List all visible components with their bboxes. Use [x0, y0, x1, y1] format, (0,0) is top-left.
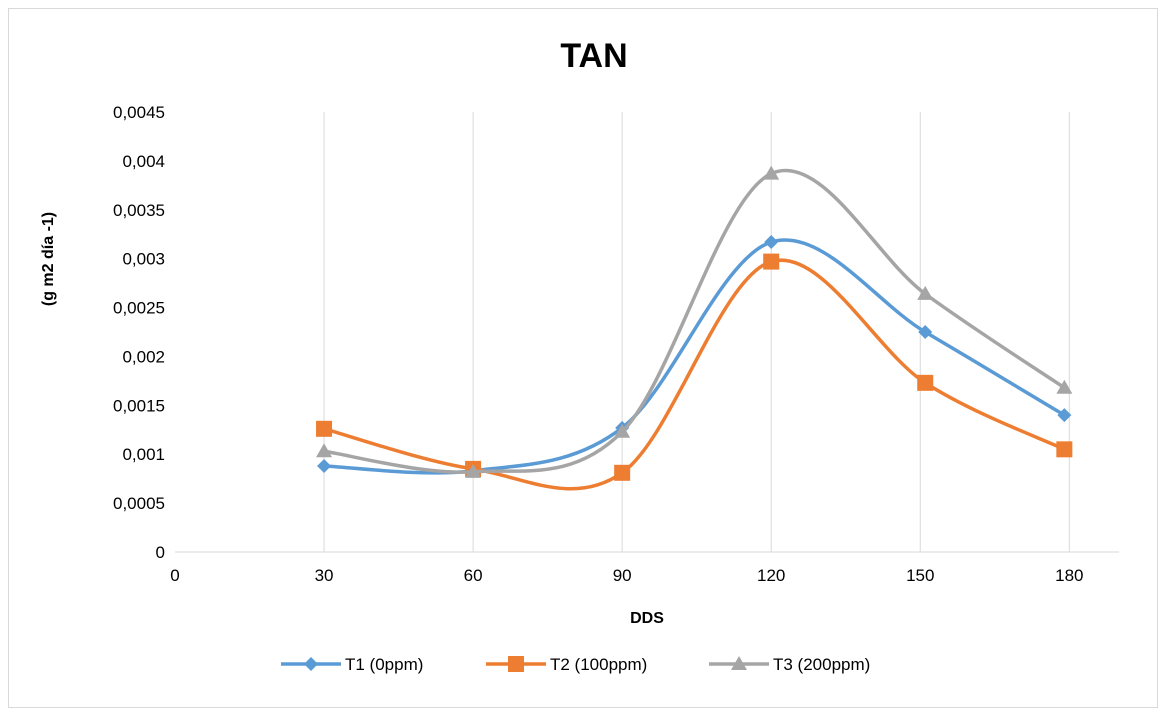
- y-tick-label: 0,0035: [113, 201, 165, 220]
- y-tick-label: 0,004: [122, 152, 165, 171]
- data-point: [316, 420, 333, 437]
- data-point: [316, 443, 333, 458]
- y-tick-label: 0,003: [122, 250, 165, 269]
- x-tick-label: 0: [170, 566, 179, 585]
- x-tick-label: 60: [464, 566, 483, 585]
- x-tick-label: 90: [613, 566, 632, 585]
- y-tick-label: 0,001: [122, 445, 165, 464]
- y-axis-title: (g m2 día -1): [40, 212, 57, 306]
- data-point: [764, 235, 779, 250]
- series-2: [316, 253, 1073, 491]
- legend-item: T1 (0ppm): [281, 655, 423, 674]
- data-point: [917, 374, 934, 391]
- legend-label: T1 (0ppm): [345, 655, 423, 674]
- y-tick-label: 0,0045: [113, 103, 165, 122]
- data-point: [614, 464, 631, 481]
- data-point: [918, 325, 933, 339]
- data-point: [614, 423, 631, 438]
- legend-item: T2 (100ppm): [486, 655, 647, 674]
- y-tick-label: 0,0025: [113, 299, 165, 318]
- legend-marker: [731, 656, 747, 670]
- y-tick-label: 0: [156, 543, 165, 562]
- chart-title: TAN: [560, 37, 627, 75]
- x-tick-labels: 0 30 60 90 120 150 180: [170, 566, 1083, 585]
- legend-item: T3 (200ppm): [709, 655, 870, 674]
- series-lines: [316, 165, 1073, 491]
- data-point: [317, 458, 332, 473]
- series-1: [317, 235, 1072, 478]
- legend-label: T3 (200ppm): [773, 655, 870, 674]
- data-point: [1056, 379, 1073, 394]
- data-point: [1057, 408, 1072, 423]
- x-tick-label: 180: [1055, 566, 1083, 585]
- y-tick-label: 0,002: [122, 347, 165, 366]
- y-tick-label: 0,0015: [113, 396, 165, 415]
- data-point: [1056, 441, 1073, 458]
- x-tick-label: 120: [757, 566, 785, 585]
- x-tick-label: 150: [906, 566, 934, 585]
- legend: T1 (0ppm) T2 (100ppm) T3 (200ppm): [281, 655, 870, 674]
- series-3: [316, 165, 1073, 478]
- gridlines: [323, 112, 1070, 552]
- x-tick-label: 30: [315, 566, 334, 585]
- y-tick-label: 0,0005: [113, 494, 165, 513]
- data-point: [763, 165, 780, 180]
- series-line: [323, 238, 1066, 475]
- series-line: [323, 168, 1066, 474]
- legend-marker: [508, 656, 524, 672]
- legend-marker: [304, 657, 318, 671]
- x-axis-title: DDS: [630, 610, 664, 627]
- data-point: [465, 463, 482, 478]
- chart-frame: TAN 0 0,0005 0,001 0,0015 0,002 0,0025 0,003 0,…: [8, 8, 1158, 708]
- y-tick-labels: 0 0,0005 0,001 0,0015 0,002 0,0025 0,003 0,0035…: [113, 103, 165, 562]
- data-point: [763, 253, 780, 270]
- legend-label: T2 (100ppm): [550, 655, 647, 674]
- data-point: [917, 285, 934, 300]
- line-chart: TAN 0 0,0005 0,001 0,0015 0,002 0,0025 0,003 0,…: [40, 37, 1119, 674]
